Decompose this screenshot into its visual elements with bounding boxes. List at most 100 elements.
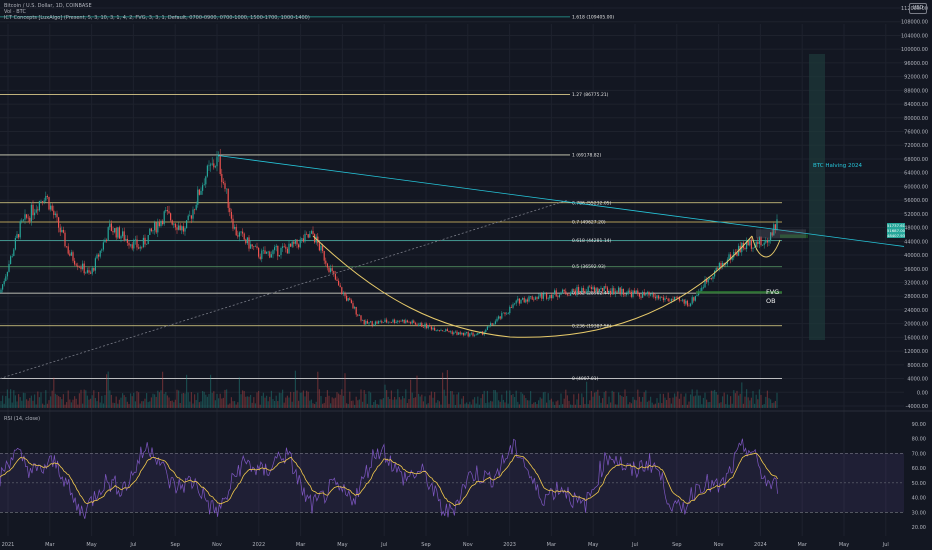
volume-bar (582, 397, 584, 408)
price-axis-label: 76000.00 (904, 130, 928, 136)
rsi-axis-label: 70.00 (912, 451, 926, 457)
candle-body (554, 290, 556, 295)
candle-body (518, 298, 520, 304)
candle-body (776, 219, 778, 230)
fib-label: 1.27 (86775.21) (572, 92, 609, 98)
candle-body (515, 300, 517, 304)
volume-bar (554, 404, 556, 408)
volume-bar (210, 374, 212, 408)
candle-body (331, 268, 333, 271)
volume-bar (250, 394, 252, 408)
candle-body (0, 289, 2, 293)
volume-bar (354, 404, 356, 408)
price-axis-label: 8000.00 (907, 363, 928, 369)
volume-bar (307, 391, 309, 408)
rsi-axis-label: 80.00 (912, 437, 926, 443)
volume-bars (0, 370, 778, 408)
volume-bar (611, 390, 613, 408)
candle-body (275, 245, 277, 248)
volume-bar (421, 394, 423, 408)
volume-bar (205, 394, 207, 408)
candle-body (189, 215, 191, 217)
volume-bar (651, 402, 653, 408)
candle-body (88, 270, 90, 273)
volume-bar (214, 400, 216, 408)
volume-bar (598, 395, 600, 408)
volume-bar (760, 394, 762, 408)
price-tag-box (887, 233, 905, 238)
candle-body (427, 325, 429, 329)
volume-bar (325, 397, 327, 408)
volume-legend[interactable]: Vol · BTC (4, 9, 26, 15)
candle-body (299, 239, 301, 248)
volume-bar (520, 392, 522, 408)
volume-bar (243, 391, 245, 408)
volume-bar (467, 404, 469, 408)
candle-body (362, 319, 364, 321)
volume-bar (552, 401, 554, 408)
candle-body (685, 300, 687, 304)
time-axis-label: Mar (797, 542, 807, 548)
volume-bar (507, 403, 509, 408)
candle-body (333, 270, 335, 275)
candle-body (523, 297, 525, 303)
volume-bar (274, 400, 276, 408)
candle-body (410, 322, 412, 324)
volume-bar (749, 400, 751, 408)
candle-body (539, 293, 541, 297)
volume-bar (123, 395, 125, 408)
candle-body (627, 290, 629, 294)
candle-body (520, 299, 522, 304)
candle-body (534, 297, 536, 300)
volume-bar (758, 389, 760, 408)
rsi-legend[interactable]: RSI (14, close) (4, 416, 41, 422)
candle-body (70, 252, 72, 256)
volume-bar (426, 404, 428, 408)
volume-bar (536, 403, 538, 408)
volume-bar (373, 401, 375, 408)
volume-bar (64, 404, 66, 408)
volume-bar (701, 404, 703, 408)
volume-bar (245, 396, 247, 408)
candle-body (94, 258, 96, 271)
candle-body (157, 222, 159, 233)
candle-body (62, 229, 64, 233)
candle-body (448, 331, 450, 332)
symbol-title[interactable]: Bitcoin / U.S. Dollar, 1D, COINBASE (4, 3, 92, 9)
candle-body (507, 313, 509, 314)
candle-body (774, 224, 776, 230)
candle-body (141, 246, 143, 248)
candle-body (498, 316, 500, 319)
volume-bar (50, 396, 52, 408)
volume-bar (346, 403, 348, 408)
volume-bar (682, 404, 684, 408)
volume-bar (278, 392, 280, 408)
candle-body (491, 323, 493, 325)
candle-body (538, 296, 540, 299)
volume-bar (491, 401, 493, 408)
price-axis-label: 96000.00 (904, 61, 928, 67)
candle-body (232, 218, 234, 229)
volume-bar (326, 390, 328, 408)
indicator-legend[interactable]: ICT Concepts [LuxAlgo] (Present, 5, 3, 1… (4, 15, 310, 21)
candle-body (190, 215, 192, 219)
volume-bar (494, 390, 496, 408)
volume-bar (475, 403, 477, 408)
price-axis-label: 56000.00 (904, 198, 928, 204)
volume-bar (112, 402, 114, 408)
candle-body (118, 227, 120, 239)
volume-bar (336, 392, 338, 408)
candle-body (709, 278, 711, 280)
volume-bar (195, 400, 197, 408)
candle-body (406, 320, 408, 323)
fib-label: 0.382 (28902.44) (572, 291, 612, 297)
volume-bar (288, 397, 290, 408)
volume-bar (8, 398, 10, 408)
volume-bar (246, 396, 248, 408)
volume-bar (424, 396, 426, 408)
currency-button[interactable]: USD (909, 3, 927, 14)
volume-bar (542, 392, 544, 408)
candle-body (294, 239, 296, 244)
candle-body (11, 255, 13, 257)
